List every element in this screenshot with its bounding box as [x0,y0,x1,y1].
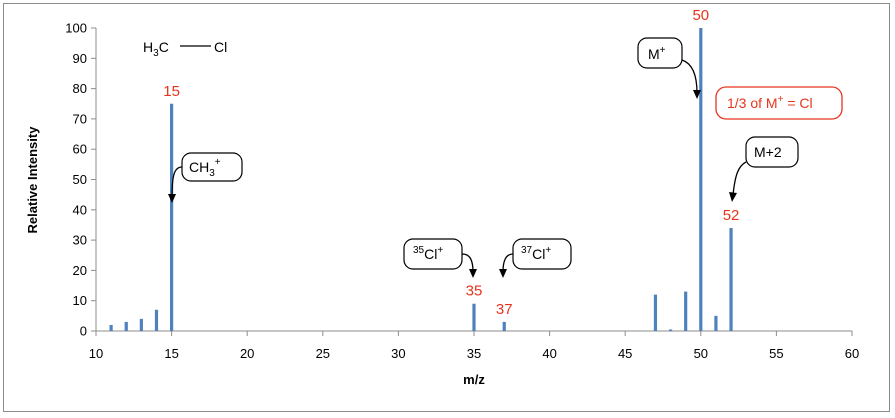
callout-m2-box [745,136,799,168]
x-tick-label: 25 [316,346,330,361]
molecule-structure: H3C Cl [143,39,227,59]
bar-mz-50 [699,28,703,331]
y-tick-label: 80 [73,81,87,96]
y-tick-label: 20 [73,263,87,278]
bar-mz-12 [124,321,128,331]
peak-label-35: 35 [466,283,483,300]
peak-label-52: 52 [723,207,740,224]
bar-mz-11 [109,324,113,331]
x-axis-title: m/z [463,372,485,387]
peak-labels: 15 35 37 50 52 [163,7,739,318]
x-tick-label: 15 [164,346,178,361]
bar-mz-51 [714,315,718,331]
y-tick-label: 30 [73,233,87,248]
callout-third-text: 1/3 of M+ = Cl [727,94,813,111]
bar-mz-48 [668,329,673,331]
y-tick-label: 60 [73,142,87,157]
x-tick-label: 45 [618,346,632,361]
y-tick-label: 50 [73,172,87,187]
x-tick-label: 55 [769,346,783,361]
bar-mz-35 [472,303,476,331]
bars [109,28,733,331]
bar-mz-13 [139,318,143,331]
callout-ch3-arrowhead [168,194,176,203]
y-tick-label: 0 [80,324,87,339]
peak-label-50: 50 [692,7,709,24]
y-tick-label: 10 [73,293,87,308]
x-tick-label: 50 [694,346,708,361]
bar-mz-15 [170,103,174,331]
callout-cl35-text: 35Cl+ [413,245,443,262]
x-tick-label: 20 [240,346,254,361]
callout-mplus-arrowhead [693,90,701,99]
callout-mplus: M+ [637,37,701,99]
x-tick-label: 10 [89,346,103,361]
callout-mplus-arrow [681,59,698,94]
callout-m2-arrowhead [729,192,737,202]
callout-ch3-arrow [171,166,183,199]
callout-cl37-text: 37Cl+ [521,245,551,262]
callout-cl37-arrowhead [499,269,507,278]
callout-m2-text: M+2 [754,144,782,160]
y-tick-label: 90 [73,51,87,66]
callout-mplus-text: M+ [648,45,666,62]
callout-third: 1/3 of M+ = Cl [715,86,843,120]
x-tick-label: 40 [542,346,556,361]
callout-mplus-box [637,37,683,69]
y-tick-label: 70 [73,111,87,126]
callout-cl35-arrowhead [469,269,477,278]
molecule-left: H3C [143,39,169,59]
chart-frame [3,3,890,412]
callout-ch3-text: CH3+ [189,157,221,179]
bar-mz-37 [502,321,506,331]
bar-mz-47 [653,294,658,331]
x-tick-label: 35 [467,346,481,361]
x-tick-label: 30 [391,346,405,361]
y-tick-label: 40 [73,202,87,217]
y-tick-labels: 0 10 20 30 40 50 60 70 80 90 100 [65,21,87,339]
x-tick-labels: 10 15 20 25 30 35 40 45 50 55 60 [89,346,859,361]
callout-cl35: 35Cl+ [403,238,477,278]
molecule-right: Cl [214,39,227,55]
y-axis-title: Relative Intensity [25,126,40,234]
callout-ch3: CH3+ [168,152,243,203]
peak-label-37: 37 [496,301,513,318]
callout-m2: M+2 [729,136,799,202]
bar-mz-52 [729,227,733,331]
bar-mz-14 [154,309,159,331]
bar-mz-49 [684,291,688,331]
x-tick-label: 60 [845,346,859,361]
y-tick-label: 100 [65,21,87,36]
callout-m2-arrow [732,161,747,196]
callout-cl37: 37Cl+ [499,238,572,278]
callout-third-box [715,86,843,120]
peak-label-15: 15 [163,83,180,100]
